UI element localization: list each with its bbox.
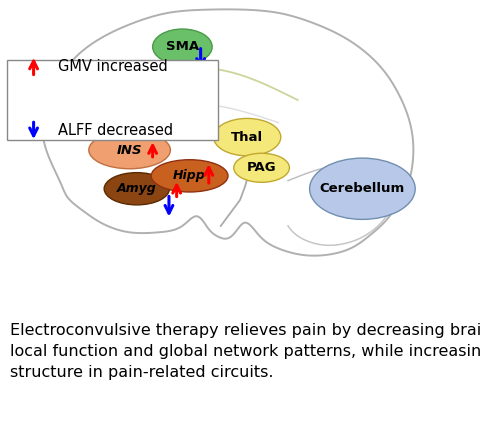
Ellipse shape bbox=[104, 173, 169, 205]
Text: INS: INS bbox=[117, 144, 143, 156]
Text: GMV increased: GMV increased bbox=[58, 59, 168, 74]
Ellipse shape bbox=[65, 84, 151, 122]
Ellipse shape bbox=[89, 131, 170, 169]
Text: Hipp: Hipp bbox=[173, 169, 206, 183]
FancyBboxPatch shape bbox=[7, 60, 218, 141]
Text: Amyg: Amyg bbox=[117, 182, 156, 195]
Ellipse shape bbox=[151, 160, 228, 192]
Ellipse shape bbox=[214, 118, 281, 156]
Text: ACC: ACC bbox=[93, 97, 123, 110]
Ellipse shape bbox=[234, 153, 289, 182]
Text: Electroconvulsive therapy relieves pain by decreasing brain
local function and g: Electroconvulsive therapy relieves pain … bbox=[10, 323, 480, 380]
Text: Cerebellum: Cerebellum bbox=[320, 182, 405, 195]
Text: SMA: SMA bbox=[166, 40, 199, 53]
Text: ALFF decreased: ALFF decreased bbox=[58, 123, 173, 138]
Polygon shape bbox=[43, 9, 413, 255]
Ellipse shape bbox=[310, 158, 415, 219]
Text: Thal: Thal bbox=[231, 131, 263, 144]
Ellipse shape bbox=[153, 29, 212, 65]
Text: PAG: PAG bbox=[247, 161, 276, 174]
